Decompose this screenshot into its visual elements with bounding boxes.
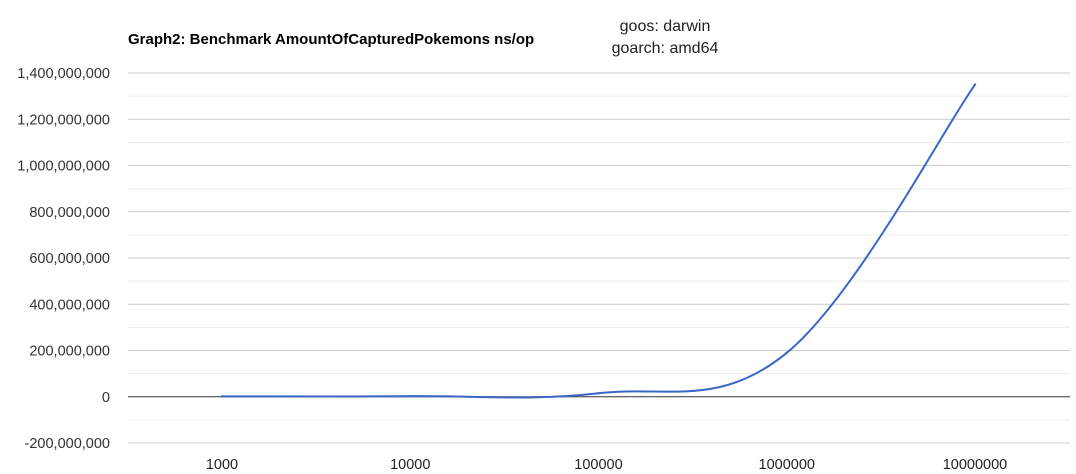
y-tick-label: 1,400,000,000 — [17, 66, 110, 82]
x-tick-label: 1000 — [206, 457, 238, 473]
x-tick-label: 1000000 — [759, 457, 815, 473]
grid-lines — [128, 72, 1070, 444]
chart-title: Graph2: Benchmark AmountOfCapturedPokemo… — [128, 31, 535, 48]
y-tick-label: 400,000,000 — [29, 297, 110, 313]
data-point — [597, 392, 600, 395]
series-line — [221, 83, 976, 399]
data-point — [220, 395, 224, 398]
y-axis-ticks: 1,400,000,000 1,200,000,000 1,000,000,000 8… — [17, 66, 110, 452]
y-tick-label: 0 — [102, 390, 110, 406]
x-tick-label: 10000000 — [943, 457, 1008, 473]
x-axis-ticks: 1000 10000 100000 1000000 10000000 — [206, 457, 1007, 473]
y-tick-label: 200,000,000 — [29, 344, 110, 360]
y-tick-label: -200,000,000 — [25, 436, 110, 452]
y-tick-label: 1,000,000,000 — [17, 159, 110, 175]
x-tick-label: 10000 — [390, 457, 430, 473]
annotation-goarch: goarch: amd64 — [611, 40, 719, 57]
data-point — [973, 83, 977, 86]
data-point — [785, 351, 788, 355]
y-tick-label: 800,000,000 — [29, 205, 110, 221]
y-tick-label: 1,200,000,000 — [17, 112, 110, 128]
x-tick-label: 100000 — [574, 457, 622, 473]
series-layer — [220, 83, 977, 399]
data-point — [409, 394, 412, 398]
y-tick-label: 600,000,000 — [29, 251, 110, 267]
annotation-goos: goos: darwin — [619, 18, 711, 35]
chart-annotation: goos: darwin goarch: amd64 — [560, 16, 770, 60]
